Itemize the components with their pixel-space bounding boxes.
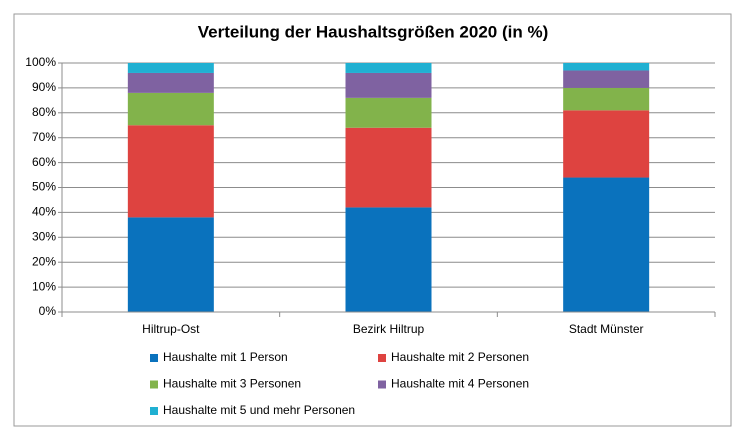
legend-label: Haushalte mit 1 Person bbox=[163, 350, 288, 364]
bar-segment bbox=[563, 177, 650, 312]
bar-segment bbox=[345, 127, 432, 208]
bar-segment bbox=[345, 72, 432, 98]
bar-segment bbox=[127, 125, 214, 218]
legend-label: Haushalte mit 5 und mehr Personen bbox=[163, 403, 355, 417]
bar-segment bbox=[345, 97, 432, 128]
bar-segment bbox=[127, 217, 214, 312]
y-tick-label: 20% bbox=[32, 254, 56, 268]
y-tick-label: 100% bbox=[25, 55, 56, 69]
x-tick-label: Bezirk Hiltrup bbox=[353, 322, 425, 336]
y-tick-label: 90% bbox=[32, 80, 56, 94]
bar-segment bbox=[563, 63, 650, 71]
bar-segment bbox=[127, 72, 214, 93]
legend-label: Haushalte mit 3 Personen bbox=[163, 377, 301, 391]
y-tick-label: 10% bbox=[32, 279, 56, 293]
legend-label: Haushalte mit 2 Personen bbox=[391, 350, 529, 364]
bar-segment bbox=[563, 110, 650, 178]
legend-swatch bbox=[150, 380, 158, 389]
y-tick-label: 50% bbox=[32, 180, 56, 194]
bar-segment bbox=[127, 92, 214, 126]
x-tick-label: Stadt Münster bbox=[569, 322, 644, 336]
y-tick-label: 60% bbox=[32, 155, 56, 169]
legend-swatch bbox=[378, 354, 386, 362]
y-tick-label: 80% bbox=[32, 105, 56, 119]
bar-segment bbox=[345, 207, 432, 312]
bar-segment bbox=[563, 87, 650, 111]
bar-segment bbox=[563, 70, 650, 88]
legend-swatch bbox=[150, 354, 158, 362]
legend-swatch bbox=[150, 407, 158, 415]
bar-segment bbox=[127, 63, 214, 73]
y-tick-label: 30% bbox=[32, 229, 56, 243]
y-tick-label: 40% bbox=[32, 205, 56, 219]
y-tick-label: 70% bbox=[32, 130, 56, 144]
y-tick-label: 0% bbox=[39, 304, 57, 318]
x-tick-label: Hiltrup-Ost bbox=[142, 322, 200, 336]
legend-label: Haushalte mit 4 Personen bbox=[391, 377, 529, 391]
legend-swatch bbox=[378, 380, 386, 389]
bar-segment bbox=[345, 63, 432, 73]
chart-title: Verteilung der Haushaltsgrößen 2020 (in … bbox=[198, 22, 548, 41]
